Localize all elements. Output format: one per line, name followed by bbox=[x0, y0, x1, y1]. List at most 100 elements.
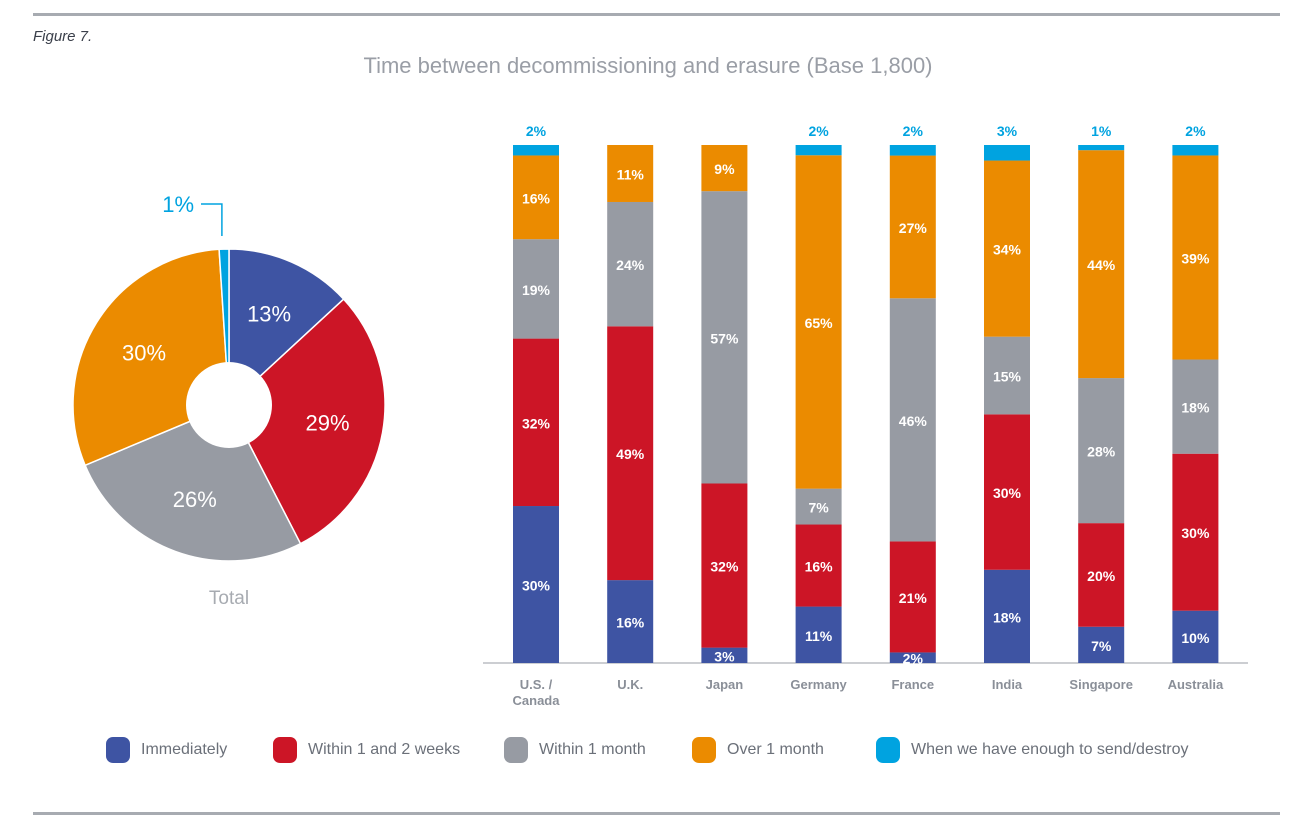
bar-label-india-within-1-and-2-weeks: 30% bbox=[993, 485, 1022, 501]
bar-segment-singapore-within-1-and-2-weeks bbox=[1078, 523, 1125, 627]
bar-label-germany-when-we-have-enough-to-send-destroy: 2% bbox=[808, 123, 829, 139]
bar-segment-u-s-canada-when-we-have-enough-to-send-destroy bbox=[513, 145, 559, 156]
bar-segment-japan-within-1-and-2-weeks bbox=[701, 483, 748, 648]
bar-segment-germany-over-1-month bbox=[795, 155, 842, 489]
bar-segment-singapore-when-we-have-enough-to-send-destroy bbox=[1078, 145, 1125, 151]
bar-segment-france-over-1-month bbox=[889, 155, 936, 299]
bar-label-france-within-1-month: 46% bbox=[899, 413, 928, 429]
bar-segment-singapore-immediately bbox=[1078, 626, 1125, 663]
bar-label-singapore-immediately: 7% bbox=[1091, 638, 1112, 654]
bar-segment-u-k-within-1-month bbox=[607, 201, 654, 327]
pie-slice-immediately bbox=[228, 248, 345, 407]
legend: Immediately Within 1 and 2 weeks Within … bbox=[0, 737, 1296, 767]
pie-slice-label-callout: 1% bbox=[162, 192, 194, 217]
legend-item-within-1-2-weeks: Within 1 and 2 weeks bbox=[273, 737, 460, 763]
bar-label-india-immediately: 18% bbox=[993, 609, 1022, 625]
x-tick-label-u-k: U.K. bbox=[617, 677, 643, 692]
legend-label: Over 1 month bbox=[727, 741, 824, 758]
bar-label-u-s-canada-when-we-have-enough-to-send-destroy: 2% bbox=[526, 123, 547, 139]
bar-segment-germany-within-1-month bbox=[795, 488, 842, 525]
bar-label-u-k-within-1-and-2-weeks: 49% bbox=[616, 446, 645, 462]
x-tick-label-u-s-canada: U.S. / bbox=[520, 677, 553, 692]
bar-label-u-s-canada-within-1-and-2-weeks: 32% bbox=[522, 415, 551, 431]
pie-callout-line bbox=[201, 203, 223, 236]
chart-title: Time between decommissioning and erasure… bbox=[363, 53, 933, 78]
bar-label-singapore-within-1-and-2-weeks: 20% bbox=[1087, 568, 1116, 584]
bar-segment-u-s-canada-within-1-and-2-weeks bbox=[513, 338, 559, 507]
bar-label-australia-immediately: 10% bbox=[1181, 630, 1210, 646]
bar-segment-australia-immediately bbox=[1172, 610, 1219, 663]
donut-hole bbox=[186, 362, 272, 448]
bar-segment-u-k-within-1-and-2-weeks bbox=[607, 326, 654, 581]
figure-label: Figure 7. bbox=[33, 28, 93, 45]
legend-swatch-within-1-month bbox=[504, 737, 528, 763]
bar-segment-india-over-1-month bbox=[984, 160, 1030, 337]
bar-segment-singapore-over-1-month bbox=[1078, 150, 1125, 379]
bar-segment-australia-within-1-and-2-weeks bbox=[1172, 453, 1219, 611]
bar-label-japan-within-1-month: 57% bbox=[710, 330, 739, 346]
legend-item-within-1-month: Within 1 month bbox=[504, 737, 646, 763]
x-tick-label-germany: Germany bbox=[790, 677, 847, 692]
bar-label-germany-within-1-month: 7% bbox=[808, 500, 829, 516]
bar-label-u-k-over-1-month: 11% bbox=[617, 167, 645, 183]
legend-item-over-1-month: Over 1 month bbox=[692, 737, 824, 763]
bar-label-u-s-canada-over-1-month: 16% bbox=[522, 190, 551, 206]
legend-swatch-over-1-month bbox=[692, 737, 716, 763]
bar-label-singapore-when-we-have-enough-to-send-destroy: 1% bbox=[1091, 123, 1112, 139]
x-tick-label-australia: Australia bbox=[1168, 677, 1224, 692]
x-tick-label-japan: Japan bbox=[706, 677, 744, 692]
bar-label-australia-within-1-month: 18% bbox=[1181, 400, 1210, 416]
legend-swatch-immediately bbox=[106, 737, 130, 763]
x-tick-label-france: France bbox=[891, 677, 934, 692]
bar-segment-france-immediately bbox=[889, 652, 936, 663]
legend-swatch-within-1-2-weeks bbox=[273, 737, 297, 763]
legend-item-immediately: Immediately bbox=[106, 737, 227, 763]
legend-swatch-enough-to-send bbox=[876, 737, 900, 763]
bar-label-u-k-within-1-month: 24% bbox=[616, 257, 645, 273]
legend-item-enough-to-send: When we have enough to send/destroy bbox=[876, 737, 1189, 763]
bar-label-india-within-1-month: 15% bbox=[993, 369, 1022, 385]
x-tick-label-india: India bbox=[992, 677, 1023, 692]
bar-label-japan-within-1-and-2-weeks: 32% bbox=[710, 559, 739, 575]
bar-segment-u-s-canada-within-1-month bbox=[513, 239, 559, 339]
bar-label-france-within-1-and-2-weeks: 21% bbox=[899, 590, 928, 606]
bar-label-germany-over-1-month: 65% bbox=[805, 315, 834, 331]
legend-label: Within 1 month bbox=[539, 741, 646, 758]
pie-slice-label: 26% bbox=[173, 487, 217, 512]
legend-label: Immediately bbox=[141, 741, 228, 758]
bar-segment-japan-over-1-month bbox=[701, 145, 748, 192]
bar-label-india-over-1-month: 34% bbox=[993, 242, 1022, 258]
bar-label-france-over-1-month: 27% bbox=[899, 220, 928, 236]
bar-label-germany-within-1-and-2-weeks: 16% bbox=[805, 559, 834, 575]
bar-label-singapore-within-1-month: 28% bbox=[1087, 444, 1116, 460]
bar-label-germany-immediately: 11% bbox=[805, 628, 833, 644]
pie-slice-label: 13% bbox=[247, 301, 291, 326]
stacked-bar-chart: 30% 32% 19% 16% 2% U.S. /Canada 16% 49% 24% 11% U.… bbox=[483, 123, 1248, 708]
legend-label: Within 1 and 2 weeks bbox=[308, 741, 461, 758]
bar-segment-u-s-canada-over-1-month bbox=[513, 155, 559, 240]
pie-slice-label: 30% bbox=[122, 340, 166, 365]
bar-label-japan-immediately: 3% bbox=[714, 648, 735, 664]
bar-segment-india-when-we-have-enough-to-send-destroy bbox=[984, 145, 1030, 161]
bar-segment-india-within-1-and-2-weeks bbox=[984, 414, 1030, 570]
bar-label-australia-within-1-and-2-weeks: 30% bbox=[1181, 525, 1210, 541]
bar-segment-australia-within-1-month bbox=[1172, 359, 1219, 454]
bar-segment-australia-when-we-have-enough-to-send-destroy bbox=[1172, 145, 1219, 156]
bar-segment-japan-immediately bbox=[701, 647, 748, 663]
bar-label-u-s-canada-within-1-month: 19% bbox=[522, 282, 551, 298]
pie-slice-within-1-and-2-weeks bbox=[228, 298, 386, 545]
bar-segment-india-immediately bbox=[984, 569, 1030, 663]
x-tick-label-singapore: Singapore bbox=[1069, 677, 1133, 692]
bar-label-france-immediately: 2% bbox=[903, 651, 924, 667]
bar-segment-germany-immediately bbox=[795, 606, 842, 663]
bar-segment-india-within-1-month bbox=[984, 336, 1030, 415]
bar-segment-australia-over-1-month bbox=[1172, 155, 1219, 360]
bar-segment-france-within-1-and-2-weeks bbox=[889, 541, 936, 653]
bar-segment-germany-when-we-have-enough-to-send-destroy bbox=[795, 145, 842, 156]
chart-area: 13% 29% 26% 30% 1% Total 30% 32% 19% 16% 2% U.S. /… bbox=[72, 123, 1248, 708]
bar-segment-france-when-we-have-enough-to-send-destroy bbox=[889, 145, 936, 156]
pie-slice-label: 29% bbox=[305, 410, 349, 435]
bar-segment-france-within-1-month bbox=[889, 298, 936, 542]
bar-label-singapore-over-1-month: 44% bbox=[1087, 257, 1116, 273]
pie-caption: Total bbox=[209, 588, 249, 609]
